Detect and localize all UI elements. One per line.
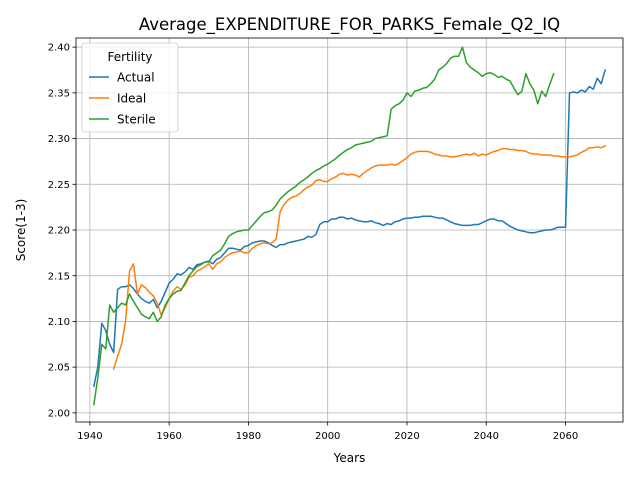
y-tick-label: 2.35	[48, 88, 70, 99]
y-axis-ticks: 2.00 2.05 2.10 2.15 2.20 2.25 2.30 2.35 2.40	[48, 43, 76, 419]
series-line-actual	[92, 69, 607, 388]
legend-title: Fertility	[107, 50, 152, 64]
grid	[76, 38, 623, 422]
y-tick-label: 2.30	[48, 134, 70, 145]
series-lines	[92, 46, 607, 406]
series-line-sterile	[92, 46, 555, 406]
legend-entries: Actual Ideal Sterile	[89, 70, 156, 126]
x-axis-label: Years	[333, 451, 366, 465]
chart-title: Average_EXPENDITURE_FOR_PARKS_Female_Q2_…	[139, 15, 560, 35]
x-tick-label: 2040	[474, 431, 499, 442]
legend-box	[81, 42, 179, 133]
y-tick-label: 2.40	[48, 43, 70, 54]
legend-label-sterile: Sterile	[117, 112, 156, 126]
y-axis-label: Score(1-3)	[14, 199, 28, 262]
series-line-ideal	[112, 144, 607, 370]
x-tick-label: 1960	[156, 431, 181, 442]
x-tick-label: 2000	[315, 431, 340, 442]
y-tick-label: 2.05	[48, 363, 70, 374]
y-tick-label: 2.20	[48, 226, 70, 237]
x-axis-ticks: 1940 1960 1980 2000 2020 2040 2060	[77, 422, 578, 442]
legend-label-actual: Actual	[117, 70, 155, 84]
legend: Fertility Actual Ideal Sterile	[81, 42, 179, 133]
x-tick-label: 1940	[77, 431, 102, 442]
y-tick-label: 2.00	[48, 408, 70, 419]
x-tick-label: 2060	[553, 431, 578, 442]
y-tick-label: 2.15	[48, 271, 70, 282]
y-tick-label: 2.25	[48, 180, 70, 191]
x-tick-label: 1980	[236, 431, 261, 442]
x-tick-label: 2020	[394, 431, 419, 442]
y-tick-label: 2.10	[48, 317, 70, 328]
legend-label-ideal: Ideal	[117, 91, 146, 105]
